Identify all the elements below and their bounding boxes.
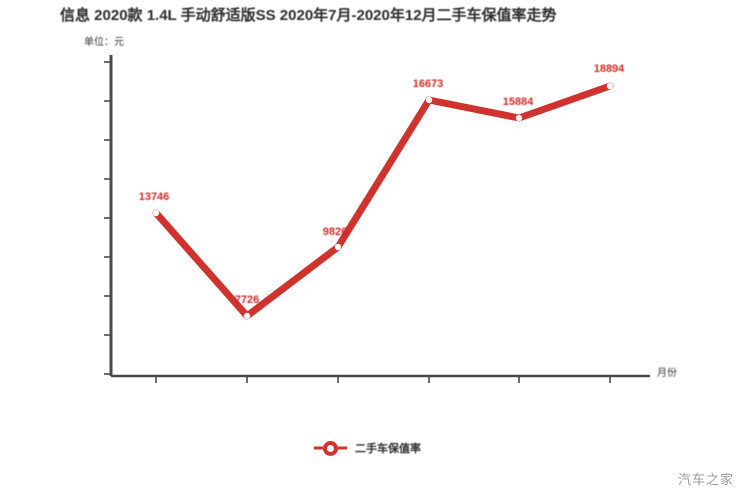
data-label-point-4: 16673 <box>412 78 444 90</box>
data-label-point-2: 7726 <box>234 294 260 306</box>
legend-label: 二手车保值率 <box>355 443 421 455</box>
series-markers <box>152 82 614 320</box>
series-line-used-car-value <box>152 82 614 320</box>
chart-legend: 二手车保值率 <box>0 440 744 456</box>
data-label-point-3: 9826 <box>322 226 348 238</box>
data-label-point-5: 15884 <box>502 96 534 108</box>
chart-title: 信息 2020款 1.4L 手动舒适版SS 2020年7月-2020年12月二手… <box>60 7 557 24</box>
data-label-point-6: 18894 <box>593 63 625 75</box>
y-axis-unit-label: 单位：元 <box>84 37 124 48</box>
x-axis-ticks <box>155 376 611 383</box>
x-axis-unit-label: 月份 <box>657 368 677 379</box>
watermark-autohome: 汽车之家 <box>677 472 734 487</box>
data-label-point-1: 13746 <box>138 191 170 203</box>
legend-marker-icon <box>323 440 338 456</box>
y-axis-ticks <box>104 61 111 375</box>
